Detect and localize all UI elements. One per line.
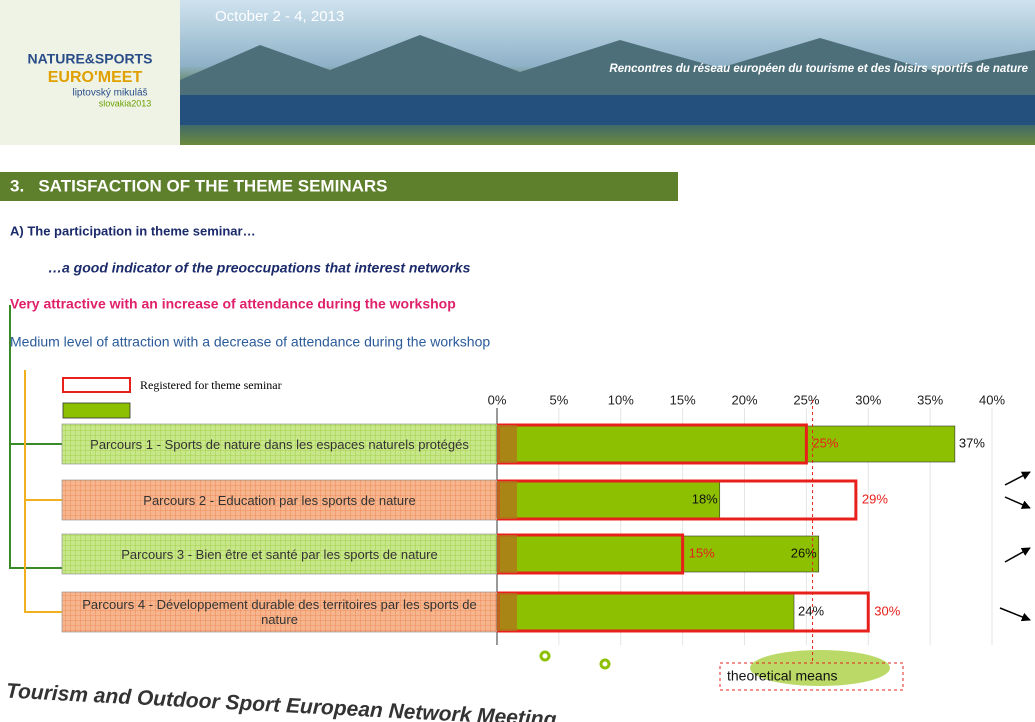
category-label: Parcours 1 - Sports de nature dans les e… (90, 436, 469, 452)
section-bar (0, 172, 678, 201)
annotation: theoretical means (727, 668, 838, 684)
x-tick-label: 15% (670, 392, 696, 407)
category-box (61, 591, 498, 633)
subtitle2: …a good indicator of the preoccupations … (48, 260, 471, 276)
value-label: 18% (692, 491, 718, 506)
value-label: 30% (874, 603, 900, 618)
x-tick-label: 30% (855, 392, 881, 407)
bar-start (497, 425, 517, 463)
x-tick-label: 35% (917, 392, 943, 407)
footer-deco (539, 650, 551, 662)
annotation-box (719, 662, 904, 691)
legend-swatch (62, 402, 131, 419)
connector (24, 370, 62, 613)
trend-arrow (999, 607, 1031, 622)
trend-arrow (1004, 547, 1031, 563)
value-label: 29% (862, 491, 888, 506)
trend-arrow (1004, 496, 1031, 509)
x-tick-label: 0% (488, 392, 507, 407)
category-box (61, 479, 498, 521)
x-tick-label: 40% (979, 392, 1005, 407)
bar (496, 593, 795, 631)
category-label: Parcours 3 - Bien être et santé par les … (121, 546, 438, 562)
bar-start (497, 481, 517, 519)
header-date: October 2 - 4, 2013 (215, 8, 344, 25)
logo-bg (0, 0, 180, 145)
bar-start (497, 535, 517, 573)
mountains (180, 35, 1035, 100)
legend-note: Very attractive with an increase of atte… (10, 296, 456, 312)
logo-line: liptovský mikuláš (72, 88, 147, 99)
category-label: Parcours 4 - Développement durable des t… (82, 597, 477, 627)
logo-line: NATURE&SPORTS (28, 51, 153, 67)
subtitle: A) The participation in theme seminar… (10, 223, 256, 238)
logo-line: EURO'MEET (48, 69, 143, 86)
header-tagline: Rencontres du réseau européen du tourism… (609, 63, 1028, 75)
x-tick-label: 20% (731, 392, 757, 407)
footer-deco (750, 650, 890, 686)
legend-swatch (62, 377, 131, 393)
logo-line: slovakia2013 (99, 98, 152, 108)
connector (9, 305, 62, 569)
bar (496, 425, 956, 463)
bar (496, 481, 721, 519)
value-label: 26% (791, 545, 817, 560)
x-tick-label: 10% (608, 392, 634, 407)
value-label: 37% (959, 435, 985, 450)
bar (496, 535, 820, 573)
category-box (61, 423, 498, 465)
value-label: 24% (798, 603, 824, 618)
lake (180, 95, 1035, 125)
x-tick-label: 5% (549, 392, 568, 407)
footer-deco (599, 658, 611, 670)
value-label: 15% (689, 545, 715, 560)
legend-label: Registered for theme seminar (140, 378, 282, 392)
trend-arrow (1004, 471, 1031, 486)
value-label: 25% (812, 435, 838, 450)
legend-note: Medium level of attraction with a decrea… (10, 334, 490, 350)
category-label: Parcours 2 - Education par les sports de… (143, 492, 416, 508)
category-box (61, 533, 498, 575)
bar-start (497, 593, 517, 631)
x-tick-label: 25% (793, 392, 819, 407)
section-title: 3. SATISFACTION OF THE THEME SEMINARS (10, 176, 388, 195)
